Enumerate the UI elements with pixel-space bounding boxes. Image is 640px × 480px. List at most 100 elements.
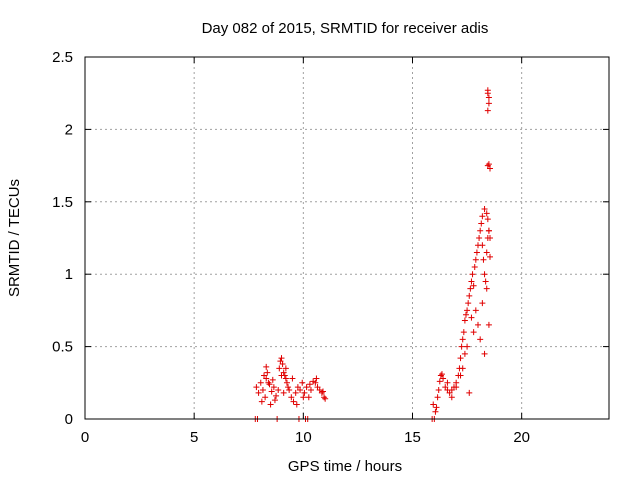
data-point: [319, 388, 326, 395]
data-point: [322, 395, 329, 402]
data-point: [440, 375, 447, 382]
data-point: [459, 336, 466, 343]
data-point: [468, 314, 475, 321]
data-point: [481, 271, 488, 278]
data-point: [288, 394, 295, 401]
data-point: [435, 387, 442, 394]
data-point: [297, 387, 304, 394]
plot-area-frame: [84, 56, 610, 420]
data-point: [434, 394, 441, 401]
data-point: [273, 392, 280, 399]
data-point: [307, 387, 314, 394]
data-point: [257, 379, 264, 386]
data-point: [255, 389, 262, 396]
y-tick-label: 1.5: [52, 194, 73, 211]
data-point: [318, 389, 325, 396]
data-point: [313, 375, 320, 382]
data-point: [275, 387, 282, 394]
data-point: [479, 300, 486, 307]
data-point: [303, 384, 310, 391]
data-point: [462, 311, 469, 318]
y-tick-label: 2: [65, 121, 73, 138]
x-tick-label: 15: [404, 429, 421, 446]
data-point: [479, 242, 486, 249]
data-point: [265, 379, 272, 386]
data-point: [278, 372, 285, 379]
data-point: [470, 329, 477, 336]
data-point: [283, 379, 290, 386]
data-point: [466, 292, 473, 299]
x-tick-label: 0: [81, 429, 89, 446]
data-point: [457, 355, 464, 362]
data-point: [306, 381, 313, 388]
data-point: [432, 408, 439, 415]
data-point: [477, 227, 484, 234]
data-point: [485, 321, 492, 328]
data-point: [459, 365, 466, 372]
data-point: [460, 329, 467, 336]
data-point: [465, 300, 472, 307]
data-point: [482, 278, 489, 285]
data-point: [282, 375, 289, 382]
y-tick-label: 0: [65, 411, 73, 428]
x-axis-label: GPS time / hours: [288, 458, 402, 475]
data-point: [483, 285, 490, 292]
data-point: [484, 216, 491, 223]
data-point: [485, 94, 492, 101]
data-point: [270, 384, 277, 391]
data-point: [475, 321, 481, 328]
data-point: [285, 384, 292, 391]
data-point: [259, 387, 266, 394]
data-point: [266, 381, 273, 388]
y-axis-label: SRMTID / TECUs: [6, 179, 23, 297]
data-point: [485, 100, 492, 107]
data-point: [289, 375, 296, 382]
data-point: [484, 107, 491, 114]
data-point: [276, 365, 283, 372]
data-point: [480, 256, 487, 263]
y-tick-label: 2.5: [52, 49, 73, 66]
data-point: [436, 378, 443, 385]
data-point: [253, 384, 260, 391]
data-point: [269, 376, 276, 383]
data-point: [264, 369, 271, 376]
data-point: [279, 360, 286, 367]
data-point: [286, 387, 293, 394]
data-point: [483, 210, 490, 217]
data-point: [483, 249, 490, 256]
x-tick-label: 5: [190, 429, 198, 446]
data-point: [479, 213, 486, 220]
data-point: [487, 253, 494, 260]
data-point: [471, 263, 478, 270]
data-point: [478, 220, 485, 227]
grid-lines: [85, 57, 609, 419]
data-point: [461, 317, 468, 324]
data-point: [458, 343, 465, 350]
axis-ticks: 0 5 10 15 20 0 0.5 1 1.5 2 2.5: [52, 49, 609, 446]
data-point: [464, 307, 471, 314]
data-point: [430, 401, 437, 408]
data-point: [312, 379, 319, 386]
data-point: [484, 90, 491, 97]
data-point: [476, 235, 483, 241]
data-point: [448, 394, 455, 401]
data-point: [485, 227, 492, 234]
x-tick-label: 10: [295, 429, 312, 446]
data-point: [263, 363, 270, 370]
data-point: [468, 278, 475, 285]
x-tick-label: 20: [513, 429, 530, 446]
chart-title: Day 082 of 2015, SRMTID for receiver adi…: [202, 20, 489, 37]
data-point: [444, 379, 451, 386]
data-point: [461, 350, 468, 357]
data-point: [481, 350, 488, 357]
data-points: [252, 87, 494, 422]
data-point: [290, 398, 297, 405]
data-point: [438, 371, 445, 378]
data-point: [282, 365, 289, 372]
data-point: [261, 372, 268, 379]
data-point: [466, 389, 473, 396]
data-point: [258, 398, 265, 405]
data-point: [481, 206, 488, 213]
data-point: [477, 336, 484, 343]
